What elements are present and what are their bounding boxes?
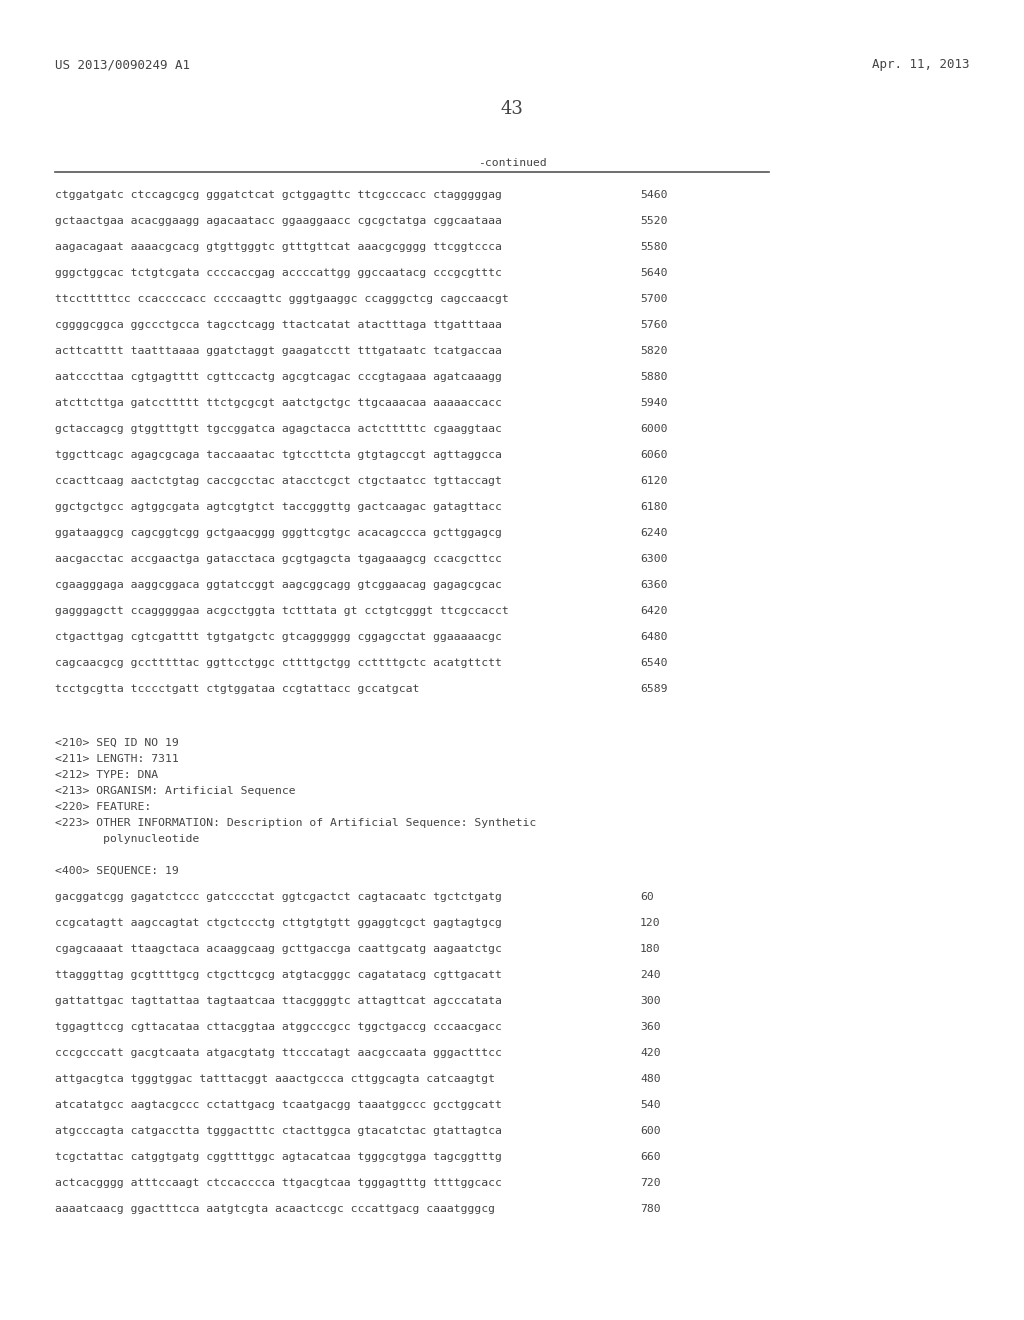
Text: atgcccagta catgacctta tgggactttc ctacttggca gtacatctac gtattagtca: atgcccagta catgacctta tgggactttc ctacttg…: [55, 1126, 502, 1137]
Text: acttcatttt taatttaaaa ggatctaggt gaagatcctt tttgataatc tcatgaccaa: acttcatttt taatttaaaa ggatctaggt gaagatc…: [55, 346, 502, 356]
Text: 300: 300: [640, 997, 660, 1006]
Text: gattattgac tagttattaa tagtaatcaa ttacggggtc attagttcat agcccatata: gattattgac tagttattaa tagtaatcaa ttacggg…: [55, 997, 502, 1006]
Text: atcttcttga gatccttttt ttctgcgcgt aatctgctgc ttgcaaacaa aaaaaccacc: atcttcttga gatccttttt ttctgcgcgt aatctgc…: [55, 399, 502, 408]
Text: 6480: 6480: [640, 632, 668, 642]
Text: <223> OTHER INFORMATION: Description of Artificial Sequence: Synthetic: <223> OTHER INFORMATION: Description of …: [55, 818, 537, 828]
Text: 720: 720: [640, 1177, 660, 1188]
Text: ggctgctgcc agtggcgata agtcgtgtct taccgggttg gactcaagac gatagttacc: ggctgctgcc agtggcgata agtcgtgtct taccggg…: [55, 502, 502, 512]
Text: 120: 120: [640, 917, 660, 928]
Text: cgagcaaaat ttaagctaca acaaggcaag gcttgaccga caattgcatg aagaatctgc: cgagcaaaat ttaagctaca acaaggcaag gcttgac…: [55, 944, 502, 954]
Text: aacgacctac accgaactga gatacctaca gcgtgagcta tgagaaagcg ccacgcttcc: aacgacctac accgaactga gatacctaca gcgtgag…: [55, 554, 502, 564]
Text: <400> SEQUENCE: 19: <400> SEQUENCE: 19: [55, 866, 179, 876]
Text: 780: 780: [640, 1204, 660, 1214]
Text: gggctggcac tctgtcgata ccccaccgag accccattgg ggccaatacg cccgcgtttc: gggctggcac tctgtcgata ccccaccgag accccat…: [55, 268, 502, 279]
Text: 600: 600: [640, 1126, 660, 1137]
Text: aaaatcaacg ggactttcca aatgtcgta acaactccgc cccattgacg caaatgggcg: aaaatcaacg ggactttcca aatgtcgta acaactcc…: [55, 1204, 495, 1214]
Text: tcctgcgtta tcccctgatt ctgtggataa ccgtattacc gccatgcat: tcctgcgtta tcccctgatt ctgtggataa ccgtatt…: [55, 684, 420, 694]
Text: 5940: 5940: [640, 399, 668, 408]
Text: 6300: 6300: [640, 554, 668, 564]
Text: 6000: 6000: [640, 424, 668, 434]
Text: Apr. 11, 2013: Apr. 11, 2013: [871, 58, 969, 71]
Text: 180: 180: [640, 944, 660, 954]
Text: <213> ORGANISM: Artificial Sequence: <213> ORGANISM: Artificial Sequence: [55, 785, 296, 796]
Text: 5820: 5820: [640, 346, 668, 356]
Text: 6540: 6540: [640, 657, 668, 668]
Text: 360: 360: [640, 1022, 660, 1032]
Text: aatcccttaa cgtgagtttt cgttccactg agcgtcagac cccgtagaaa agatcaaagg: aatcccttaa cgtgagtttt cgttccactg agcgtca…: [55, 372, 502, 381]
Text: 480: 480: [640, 1074, 660, 1084]
Text: 6060: 6060: [640, 450, 668, 459]
Text: tcgctattac catggtgatg cggttttggc agtacatcaa tgggcgtgga tagcggtttg: tcgctattac catggtgatg cggttttggc agtacat…: [55, 1152, 502, 1162]
Text: 43: 43: [501, 100, 523, 117]
Text: 5580: 5580: [640, 242, 668, 252]
Text: actcacgggg atttccaagt ctccacccca ttgacgtcaa tgggagtttg ttttggcacc: actcacgggg atttccaagt ctccacccca ttgacgt…: [55, 1177, 502, 1188]
Text: gacggatcgg gagatctccc gatcccctat ggtcgactct cagtacaatc tgctctgatg: gacggatcgg gagatctccc gatcccctat ggtcgac…: [55, 892, 502, 902]
Text: <210> SEQ ID NO 19: <210> SEQ ID NO 19: [55, 738, 179, 748]
Text: tggcttcagc agagcgcaga taccaaatac tgtccttcta gtgtagccgt agttaggcca: tggcttcagc agagcgcaga taccaaatac tgtcctt…: [55, 450, 502, 459]
Text: 5460: 5460: [640, 190, 668, 201]
Text: gagggagctt ccagggggaa acgcctggta tctttata gt cctgtcgggt ttcgccacct: gagggagctt ccagggggaa acgcctggta tctttat…: [55, 606, 509, 616]
Text: ccgcatagtt aagccagtat ctgctccctg cttgtgtgtt ggaggtcgct gagtagtgcg: ccgcatagtt aagccagtat ctgctccctg cttgtgt…: [55, 917, 502, 928]
Text: cagcaacgcg gcctttttac ggttcctggc cttttgctgg ccttttgctc acatgttctt: cagcaacgcg gcctttttac ggttcctggc cttttgc…: [55, 657, 502, 668]
Text: ggataaggcg cagcggtcgg gctgaacggg gggttcgtgc acacagccca gcttggagcg: ggataaggcg cagcggtcgg gctgaacggg gggttcg…: [55, 528, 502, 539]
Text: ccacttcaag aactctgtag caccgcctac atacctcgct ctgctaatcc tgttaccagt: ccacttcaag aactctgtag caccgcctac atacctc…: [55, 477, 502, 486]
Text: 6180: 6180: [640, 502, 668, 512]
Text: cggggcggca ggccctgcca tagcctcagg ttactcatat atactttaga ttgatttaaa: cggggcggca ggccctgcca tagcctcagg ttactca…: [55, 319, 502, 330]
Text: 5700: 5700: [640, 294, 668, 304]
Text: ctgacttgag cgtcgatttt tgtgatgctc gtcagggggg cggagcctat ggaaaaacgc: ctgacttgag cgtcgatttt tgtgatgctc gtcaggg…: [55, 632, 502, 642]
Text: 6240: 6240: [640, 528, 668, 539]
Text: 240: 240: [640, 970, 660, 979]
Text: 420: 420: [640, 1048, 660, 1059]
Text: 6120: 6120: [640, 477, 668, 486]
Text: 6420: 6420: [640, 606, 668, 616]
Text: cgaagggaga aaggcggaca ggtatccggt aagcggcagg gtcggaacag gagagcgcac: cgaagggaga aaggcggaca ggtatccggt aagcggc…: [55, 579, 502, 590]
Text: US 2013/0090249 A1: US 2013/0090249 A1: [55, 58, 190, 71]
Text: 6360: 6360: [640, 579, 668, 590]
Text: 5880: 5880: [640, 372, 668, 381]
Text: <220> FEATURE:: <220> FEATURE:: [55, 803, 152, 812]
Text: 60: 60: [640, 892, 653, 902]
Text: aagacagaat aaaacgcacg gtgttgggtc gtttgttcat aaacgcgggg ttcggtccca: aagacagaat aaaacgcacg gtgttgggtc gtttgtt…: [55, 242, 502, 252]
Text: <212> TYPE: DNA: <212> TYPE: DNA: [55, 770, 158, 780]
Text: 5640: 5640: [640, 268, 668, 279]
Text: gctaccagcg gtggtttgtt tgccggatca agagctacca actctttttc cgaaggtaac: gctaccagcg gtggtttgtt tgccggatca agagcta…: [55, 424, 502, 434]
Text: -continued: -continued: [477, 158, 547, 168]
Text: gctaactgaa acacggaagg agacaatacc ggaaggaacc cgcgctatga cggcaataaa: gctaactgaa acacggaagg agacaatacc ggaagga…: [55, 216, 502, 226]
Text: 6589: 6589: [640, 684, 668, 694]
Text: ctggatgatc ctccagcgcg gggatctcat gctggagttc ttcgcccacc ctagggggag: ctggatgatc ctccagcgcg gggatctcat gctggag…: [55, 190, 502, 201]
Text: 5520: 5520: [640, 216, 668, 226]
Text: atcatatgcc aagtacgccc cctattgacg tcaatgacgg taaatggccc gcctggcatt: atcatatgcc aagtacgccc cctattgacg tcaatga…: [55, 1100, 502, 1110]
Text: ttcctttttcc ccaccccacc ccccaagttc gggtgaaggc ccagggctcg cagccaacgt: ttcctttttcc ccaccccacc ccccaagttc gggtga…: [55, 294, 509, 304]
Text: polynucleotide: polynucleotide: [55, 834, 200, 843]
Text: cccgcccatt gacgtcaata atgacgtatg ttcccatagt aacgccaata gggactttcc: cccgcccatt gacgtcaata atgacgtatg ttcccat…: [55, 1048, 502, 1059]
Text: 540: 540: [640, 1100, 660, 1110]
Text: 660: 660: [640, 1152, 660, 1162]
Text: 5760: 5760: [640, 319, 668, 330]
Text: ttagggttag gcgttttgcg ctgcttcgcg atgtacgggc cagatatacg cgttgacatt: ttagggttag gcgttttgcg ctgcttcgcg atgtacg…: [55, 970, 502, 979]
Text: tggagttccg cgttacataa cttacggtaa atggcccgcc tggctgaccg cccaacgacc: tggagttccg cgttacataa cttacggtaa atggccc…: [55, 1022, 502, 1032]
Text: <211> LENGTH: 7311: <211> LENGTH: 7311: [55, 754, 179, 764]
Text: attgacgtca tgggtggac tatttacggt aaactgccca cttggcagta catcaagtgt: attgacgtca tgggtggac tatttacggt aaactgcc…: [55, 1074, 495, 1084]
